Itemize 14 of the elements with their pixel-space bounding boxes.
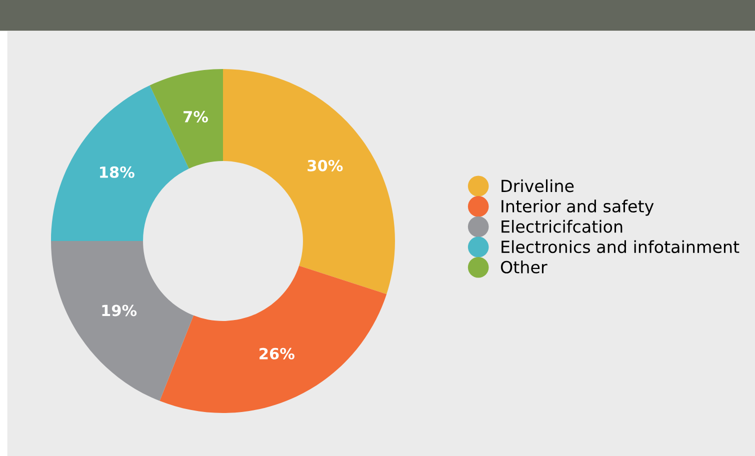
legend-label: Electronics and infotainment (502, 240, 740, 254)
donut-slice (223, 69, 395, 294)
legend-label: Electricifcation (502, 220, 622, 233)
donut-slice (150, 69, 223, 169)
data-label: 19% (102, 304, 137, 316)
data-label: 18% (100, 166, 134, 178)
legend-label: Other (500, 260, 548, 274)
donut-slice (160, 266, 387, 413)
legend-label: Driveline (502, 179, 574, 192)
data-label: 7% (184, 110, 208, 122)
legend-label: Interior and safety (502, 200, 654, 216)
data-label: 30% (308, 160, 343, 172)
data-label: 26% (260, 348, 294, 360)
donut-slice (51, 241, 194, 401)
